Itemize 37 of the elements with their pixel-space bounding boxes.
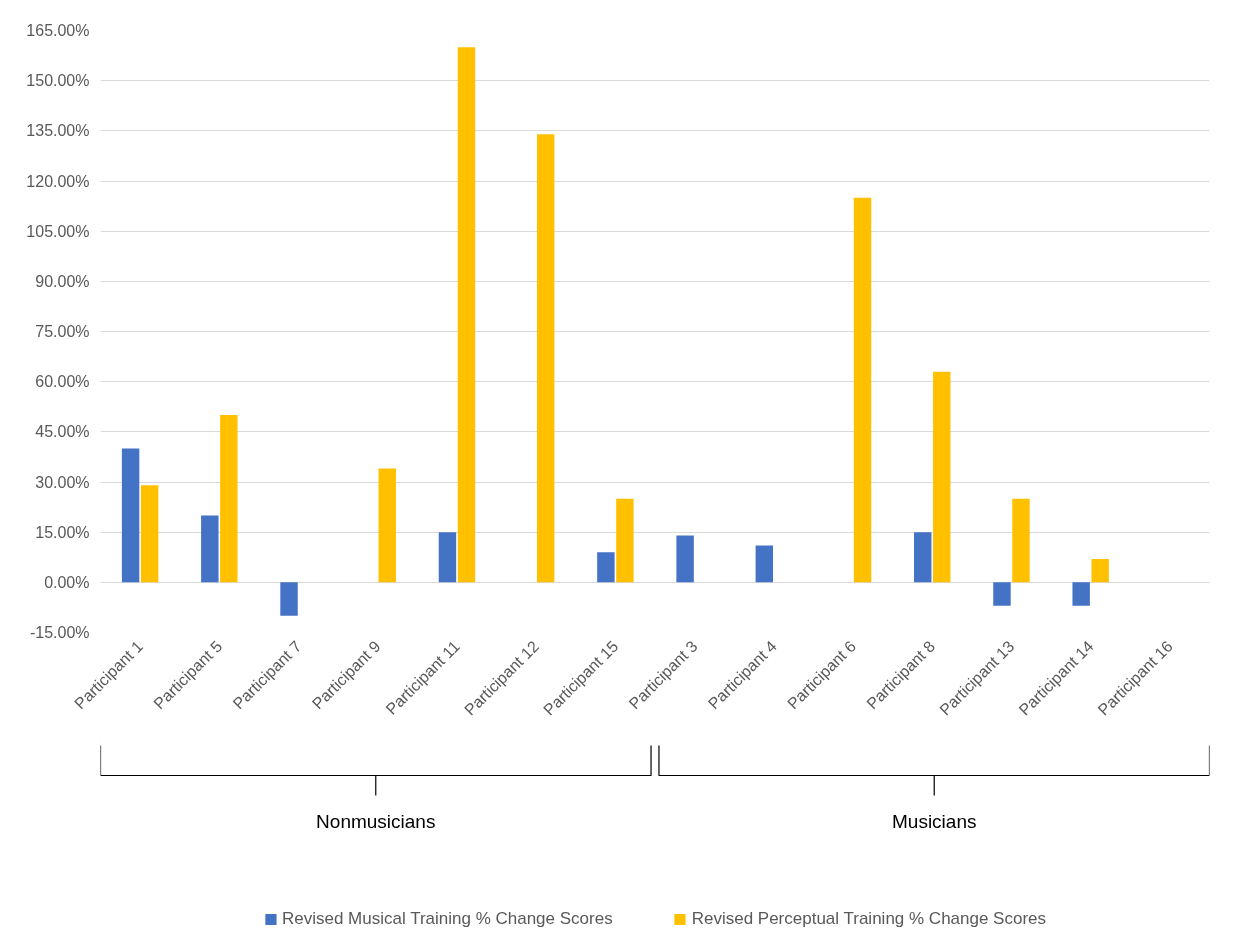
- y-tick-label: 165.00%: [26, 22, 90, 39]
- bar: [616, 498, 634, 583]
- y-tick-label: 75.00%: [35, 323, 90, 340]
- legend-label: Revised Perceptual Training % Change Scores: [691, 909, 1047, 929]
- bar: [536, 134, 555, 583]
- y-tick-label: 45.00%: [35, 423, 90, 441]
- text: Nonmusicians: [316, 810, 436, 832]
- bar: [280, 582, 298, 616]
- bar: [201, 515, 219, 583]
- bar: [438, 532, 457, 583]
- y-tick-label: 60.00%: [35, 373, 90, 391]
- y-tick-label: 0.00%: [44, 573, 90, 591]
- bar: [914, 532, 932, 583]
- bar: [457, 47, 476, 583]
- text: Musicians: [892, 810, 977, 832]
- bar: [993, 582, 1011, 606]
- bar: [220, 415, 238, 583]
- bar: [378, 468, 396, 583]
- bar: [676, 535, 694, 583]
- y-tick-label: -15.00%: [29, 624, 90, 641]
- bar: [933, 371, 951, 583]
- bar: [853, 197, 872, 583]
- bar: [597, 552, 615, 583]
- y-tick-label: 30.00%: [35, 473, 90, 491]
- bar: [140, 485, 159, 583]
- y-tick-label: 15.00%: [35, 523, 90, 541]
- y-tick-label: 105.00%: [26, 222, 90, 240]
- y-tick-label: 135.00%: [26, 122, 90, 140]
- y-tick-label: 120.00%: [26, 172, 90, 190]
- bar: [1012, 498, 1030, 583]
- y-tick-label: 150.00%: [26, 72, 90, 90]
- bar: [1072, 582, 1090, 606]
- bar: [755, 545, 774, 583]
- bar: [121, 448, 140, 583]
- bar: [1091, 558, 1109, 583]
- y-tick-label: 90.00%: [35, 272, 90, 290]
- legend-label: Revised Musical Training % Change Scores: [281, 909, 613, 929]
